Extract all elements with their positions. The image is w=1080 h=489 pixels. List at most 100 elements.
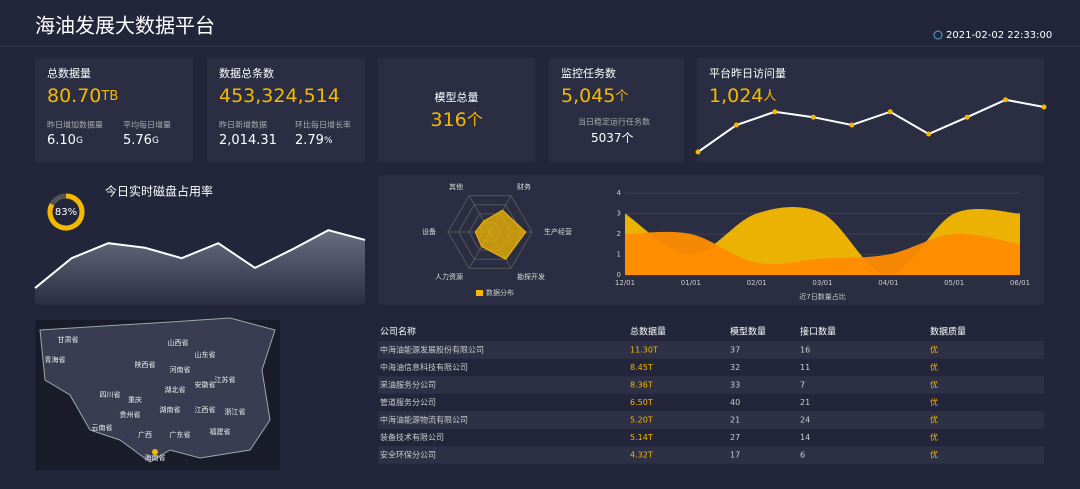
- table-cell: 优: [930, 345, 938, 355]
- row-band: [378, 446, 1044, 464]
- table-header: 数据质量: [930, 326, 966, 338]
- panel: [697, 58, 1044, 162]
- card-label: 监控任务数: [561, 66, 616, 80]
- table-cell: 采油服务分公司: [380, 380, 436, 390]
- region-label: 重庆: [128, 395, 142, 404]
- card-value-part: 453,324,514: [219, 85, 340, 107]
- gauge-arc: [47, 193, 85, 231]
- region-label: 山西省: [168, 338, 189, 347]
- card-label: 总数据量: [47, 66, 91, 80]
- gauge-label: 83%: [55, 207, 77, 218]
- visits-line: [697, 98, 1045, 153]
- table-cell: 16: [800, 346, 810, 355]
- visits-point: [772, 109, 778, 115]
- region-label: 安徽省: [195, 380, 216, 389]
- clock-icon: [933, 30, 943, 40]
- table-cell: 32: [730, 363, 740, 372]
- region-label: 海南省: [145, 453, 166, 462]
- sub-label: 昨日增加数据量: [47, 120, 103, 130]
- table-cell: 中海油信息科技有限公司: [380, 362, 468, 372]
- table-cell: 优: [930, 450, 938, 460]
- visits-point: [810, 114, 816, 120]
- sub-value: 5.76G: [123, 133, 159, 148]
- y-tick-label: 0: [617, 271, 621, 279]
- disk-line: [34, 229, 366, 289]
- table-cell: 5.14T: [630, 433, 653, 442]
- table-cell: 6.50T: [630, 398, 653, 407]
- region-label: 湖北省: [165, 385, 186, 394]
- table-cell: 40: [730, 398, 740, 407]
- sub-label: 当日稳定运行任务数: [578, 117, 650, 127]
- map-marker: [152, 449, 158, 455]
- region-label: 陕西省: [135, 360, 156, 369]
- region-label: 广东省: [170, 430, 191, 439]
- sub-value-part: %: [324, 136, 333, 146]
- sub-value-part: 5037: [591, 131, 622, 145]
- card-value: 5,045个: [561, 85, 628, 107]
- datetime: 2021-02-02 22:33:00: [946, 30, 1052, 41]
- x-tick-label: 05/01: [944, 279, 964, 287]
- radar-axis-label: 设备: [422, 227, 436, 236]
- radar-axis-label: 其他: [449, 182, 463, 191]
- region-label: 江苏省: [215, 375, 236, 384]
- table-cell: 优: [930, 415, 938, 425]
- panel: [549, 58, 684, 162]
- table-cell: 4.32T: [630, 451, 653, 460]
- x-tick-label: 12/01: [615, 279, 635, 287]
- table-cell: 5.20T: [630, 416, 653, 425]
- card-value-part: 80.70: [47, 85, 101, 107]
- legend-swatch: [476, 290, 483, 296]
- sub-value-part: 5.76: [123, 133, 152, 148]
- region-label: 青海省: [45, 355, 66, 364]
- card-value: 453,324,514: [219, 85, 340, 107]
- region-label: 浙江省: [225, 407, 246, 416]
- sub-value-part: 6.10: [47, 133, 76, 148]
- table-cell: 27: [730, 433, 740, 442]
- legend-label: 数据分布: [486, 288, 514, 297]
- table-cell: 优: [930, 362, 938, 372]
- table-cell: 8.45T: [630, 363, 653, 372]
- region-label: 广西: [138, 430, 152, 439]
- card-label: 平台昨日访问量: [709, 66, 786, 80]
- panel: [378, 58, 535, 162]
- row-band: [378, 411, 1044, 429]
- sub-value-part: 2,014.31: [219, 133, 277, 148]
- table-cell: 安全环保分公司: [380, 450, 436, 460]
- card-value-part: 人: [763, 89, 776, 104]
- table-header: 公司名称: [380, 326, 416, 338]
- sub-value: 5037个: [591, 131, 634, 145]
- disk-title: 今日实时磁盘占用率: [105, 184, 213, 199]
- visits-point: [926, 131, 932, 137]
- sub-value-part: G: [76, 136, 83, 146]
- table-cell: 6: [800, 451, 805, 460]
- sub-value: 2,014.31: [219, 133, 277, 148]
- y-tick-label: 2: [617, 230, 621, 238]
- region-label: 甘肃省: [58, 335, 79, 344]
- card-value: 1,024人: [709, 85, 776, 107]
- visits-point: [964, 114, 970, 120]
- disk-area: [35, 230, 365, 305]
- region-label: 山东省: [195, 350, 216, 359]
- x-tick-label: 01/01: [681, 279, 701, 287]
- panel: [35, 58, 193, 162]
- radar-axis-label: 人力资源: [435, 272, 463, 281]
- region-label: 江西省: [195, 405, 216, 414]
- card-label: 数据总条数: [219, 66, 274, 80]
- x-tick-label: 03/01: [812, 279, 832, 287]
- table-header: 模型数量: [730, 326, 766, 338]
- table-cell: 21: [800, 398, 810, 407]
- sub-value: 2.79%: [295, 133, 333, 148]
- visits-point: [1003, 97, 1009, 103]
- row-band: [378, 341, 1044, 359]
- visits-point: [695, 149, 701, 155]
- panel: [207, 58, 365, 162]
- visits-point: [849, 122, 855, 128]
- region-label: 四川省: [100, 390, 121, 399]
- table-header: 总数据量: [630, 326, 666, 338]
- map-shape: [39, 317, 276, 463]
- sub-label: 环比每日增长率: [295, 120, 351, 130]
- x-axis-label: 近7日数量占比: [799, 292, 845, 301]
- region-label: 河南省: [170, 365, 191, 374]
- y-tick-label: 4: [617, 189, 622, 197]
